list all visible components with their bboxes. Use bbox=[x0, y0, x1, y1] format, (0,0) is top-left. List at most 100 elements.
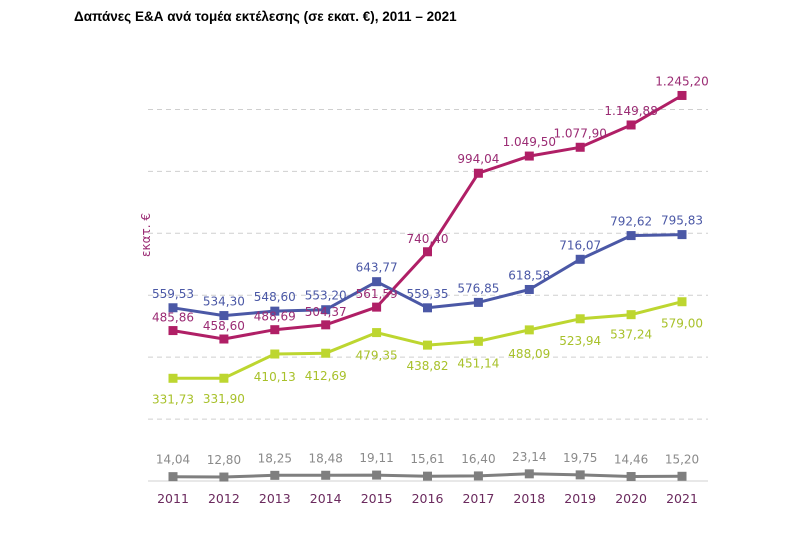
x-tick-label: 2019 bbox=[564, 491, 596, 506]
data-point-marker bbox=[473, 168, 483, 178]
data-point-marker bbox=[423, 247, 432, 257]
data-point-marker bbox=[168, 326, 178, 336]
data-label: 643,77 bbox=[356, 261, 398, 275]
data-point-marker bbox=[168, 472, 178, 482]
data-label: 504,37 bbox=[305, 305, 347, 319]
x-tick-label: 2018 bbox=[513, 491, 545, 506]
data-label: 1.149,88 bbox=[604, 104, 657, 118]
data-label: 14,46 bbox=[614, 453, 648, 467]
data-point-marker bbox=[321, 305, 331, 315]
data-point-marker bbox=[575, 142, 585, 152]
data-label: 19,75 bbox=[563, 451, 597, 465]
data-point-marker bbox=[423, 303, 432, 313]
data-point-marker bbox=[677, 471, 687, 481]
data-point-marker bbox=[524, 469, 534, 479]
data-point-marker bbox=[372, 302, 382, 312]
data-label: 1.245,20 bbox=[655, 74, 708, 88]
data-label: 18,48 bbox=[309, 451, 343, 465]
data-point-marker bbox=[626, 120, 636, 130]
data-label: 331,90 bbox=[203, 392, 245, 406]
data-point-marker bbox=[473, 336, 483, 346]
data-point-marker bbox=[524, 325, 534, 335]
data-label: 994,04 bbox=[457, 152, 499, 166]
data-label: 18,25 bbox=[258, 451, 292, 465]
data-label: 792,62 bbox=[610, 215, 652, 229]
data-point-marker bbox=[219, 373, 229, 383]
data-point-marker bbox=[321, 348, 331, 358]
data-label: 488,69 bbox=[254, 310, 296, 324]
x-tick-label: 2013 bbox=[259, 491, 291, 506]
data-label: 412,69 bbox=[305, 369, 347, 383]
data-label: 740,40 bbox=[407, 232, 449, 246]
x-tick-label: 2012 bbox=[208, 491, 240, 506]
data-point-marker bbox=[372, 470, 382, 480]
data-point-marker bbox=[626, 310, 636, 320]
data-point-marker bbox=[473, 297, 483, 307]
data-label: 15,20 bbox=[665, 452, 699, 466]
data-point-marker bbox=[372, 328, 382, 338]
data-label: 1.077,90 bbox=[553, 126, 606, 140]
data-label: 438,82 bbox=[407, 359, 449, 373]
data-point-marker bbox=[270, 470, 280, 480]
data-label: 458,60 bbox=[203, 319, 245, 333]
chart-title: Δαπάνες Ε&Α ανά τομέα εκτέλεσης (σε εκατ… bbox=[74, 9, 457, 24]
data-label: 523,94 bbox=[559, 334, 601, 348]
x-tick-label: 2014 bbox=[310, 491, 342, 506]
data-label: 15,61 bbox=[410, 452, 444, 466]
data-label: 23,14 bbox=[512, 450, 546, 464]
x-tick-label: 2015 bbox=[361, 491, 393, 506]
data-label: 716,07 bbox=[559, 238, 601, 252]
data-label: 19,11 bbox=[359, 451, 393, 465]
data-label: 331,73 bbox=[152, 392, 194, 406]
data-point-marker bbox=[626, 472, 636, 482]
data-label: 479,35 bbox=[356, 349, 398, 363]
data-label: 451,14 bbox=[457, 356, 499, 370]
data-point-marker bbox=[219, 311, 229, 321]
data-point-marker bbox=[270, 325, 280, 335]
data-label: 559,53 bbox=[152, 287, 194, 301]
data-label: 488,09 bbox=[508, 347, 550, 361]
data-label: 1.049,50 bbox=[503, 135, 556, 149]
data-point-marker bbox=[168, 303, 178, 313]
data-point-marker bbox=[575, 470, 585, 480]
data-point-marker bbox=[626, 231, 636, 241]
data-point-marker bbox=[677, 90, 687, 100]
data-point-marker bbox=[168, 373, 178, 383]
data-label: 795,83 bbox=[661, 214, 703, 228]
data-point-marker bbox=[677, 297, 687, 307]
data-point-marker bbox=[423, 471, 432, 481]
x-tick-label: 2011 bbox=[157, 491, 189, 506]
data-point-marker bbox=[321, 320, 331, 330]
data-point-marker bbox=[575, 314, 585, 324]
data-label: 537,24 bbox=[610, 328, 652, 342]
x-tick-label: 2021 bbox=[666, 491, 698, 506]
data-label: 548,60 bbox=[254, 290, 296, 304]
data-label: 576,85 bbox=[457, 281, 499, 295]
data-point-marker bbox=[575, 254, 585, 264]
x-tick-label: 2017 bbox=[462, 491, 494, 506]
data-label: 410,13 bbox=[254, 370, 296, 384]
data-point-marker bbox=[524, 151, 534, 161]
data-point-marker bbox=[524, 284, 534, 294]
data-point-marker bbox=[423, 340, 432, 350]
y-axis-label: εκατ. € bbox=[139, 213, 153, 257]
data-label: 559,35 bbox=[407, 287, 449, 301]
data-point-marker bbox=[270, 306, 280, 316]
data-label: 561,59 bbox=[356, 287, 398, 301]
data-point-marker bbox=[677, 230, 687, 240]
data-label: 553,20 bbox=[305, 289, 347, 303]
x-tick-label: 2020 bbox=[615, 491, 647, 506]
data-point-marker bbox=[372, 277, 382, 287]
data-point-marker bbox=[270, 349, 280, 359]
data-label: 579,00 bbox=[661, 317, 703, 331]
data-label: 534,30 bbox=[203, 295, 245, 309]
data-label: 16,40 bbox=[461, 452, 495, 466]
data-label: 485,86 bbox=[152, 311, 194, 325]
x-tick-label: 2016 bbox=[412, 491, 444, 506]
data-point-marker bbox=[473, 471, 483, 481]
data-label: 618,58 bbox=[508, 268, 550, 282]
data-point-marker bbox=[219, 472, 229, 482]
data-point-marker bbox=[219, 334, 229, 344]
data-label: 12,80 bbox=[207, 453, 241, 467]
